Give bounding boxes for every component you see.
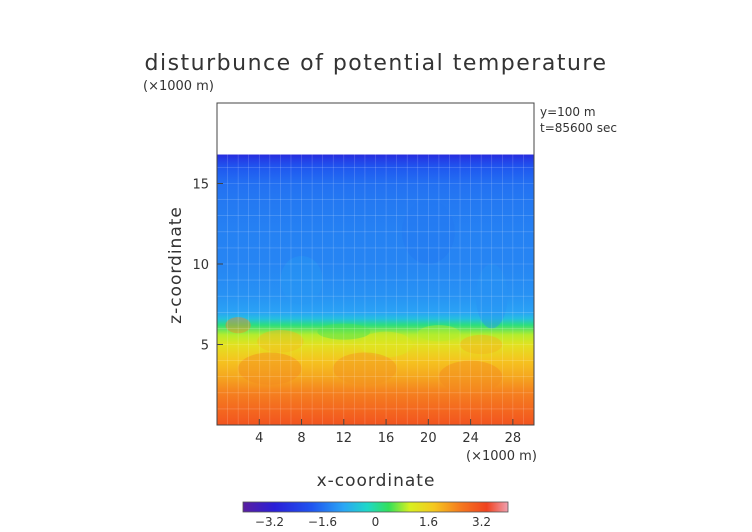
x-tick-label: 20 <box>420 431 437 446</box>
y-axis-label: z-coordinate <box>166 206 186 324</box>
colorbar-tick-label: 3.2 <box>472 515 491 529</box>
y-tick-label: 10 <box>192 258 209 273</box>
colorbar <box>242 501 509 513</box>
x-tick-label: 4 <box>255 431 263 446</box>
field-eddy <box>417 325 461 342</box>
y-tick-label: 15 <box>192 178 209 193</box>
field-eddy <box>333 352 397 385</box>
field-eddy <box>257 330 304 353</box>
x-tick-label: 16 <box>378 431 395 446</box>
x-axis-label: x-coordinate <box>317 471 436 491</box>
x-tick-label: 28 <box>505 431 522 446</box>
colorbar-ticks: −3.2 −1.6 0 1.6 3.2 <box>255 515 491 529</box>
annotation-t: t=85600 sec <box>540 121 617 135</box>
x-axis: 4 8 12 16 20 24 28 <box>255 419 521 446</box>
x-tick-label: 8 <box>297 431 305 446</box>
field-eddy <box>475 264 508 329</box>
x-tick-label: 24 <box>462 431 479 446</box>
y-tick-label: 5 <box>201 339 209 354</box>
field-eddy <box>280 255 323 305</box>
plot-area <box>217 154 534 425</box>
colorbar-tick-label: 0 <box>372 515 380 529</box>
colorbar-tick-label: 1.6 <box>419 515 438 529</box>
x-tick-label: 12 <box>336 431 353 446</box>
grid <box>217 154 534 425</box>
temperature-field <box>217 154 534 425</box>
x-unit-label: (×1000 m) <box>466 449 537 464</box>
field-eddy <box>401 199 455 264</box>
field-eddy <box>238 352 302 385</box>
field-eddy <box>317 323 371 340</box>
field-eddy <box>438 360 503 393</box>
field-eddy <box>225 317 251 334</box>
colorbar-tick-label: −3.2 <box>255 515 284 529</box>
field-eddy <box>359 331 413 358</box>
annotation-y: y=100 m <box>540 105 596 119</box>
y-unit-label: (×1000 m) <box>143 79 214 94</box>
colorbar-tick-label: −1.6 <box>308 515 337 529</box>
field-eddies <box>225 199 508 393</box>
chart-title: disturbunce of potential temperature <box>145 51 608 76</box>
field-eddy <box>460 334 503 355</box>
y-axis: 5 10 15 <box>192 178 223 354</box>
